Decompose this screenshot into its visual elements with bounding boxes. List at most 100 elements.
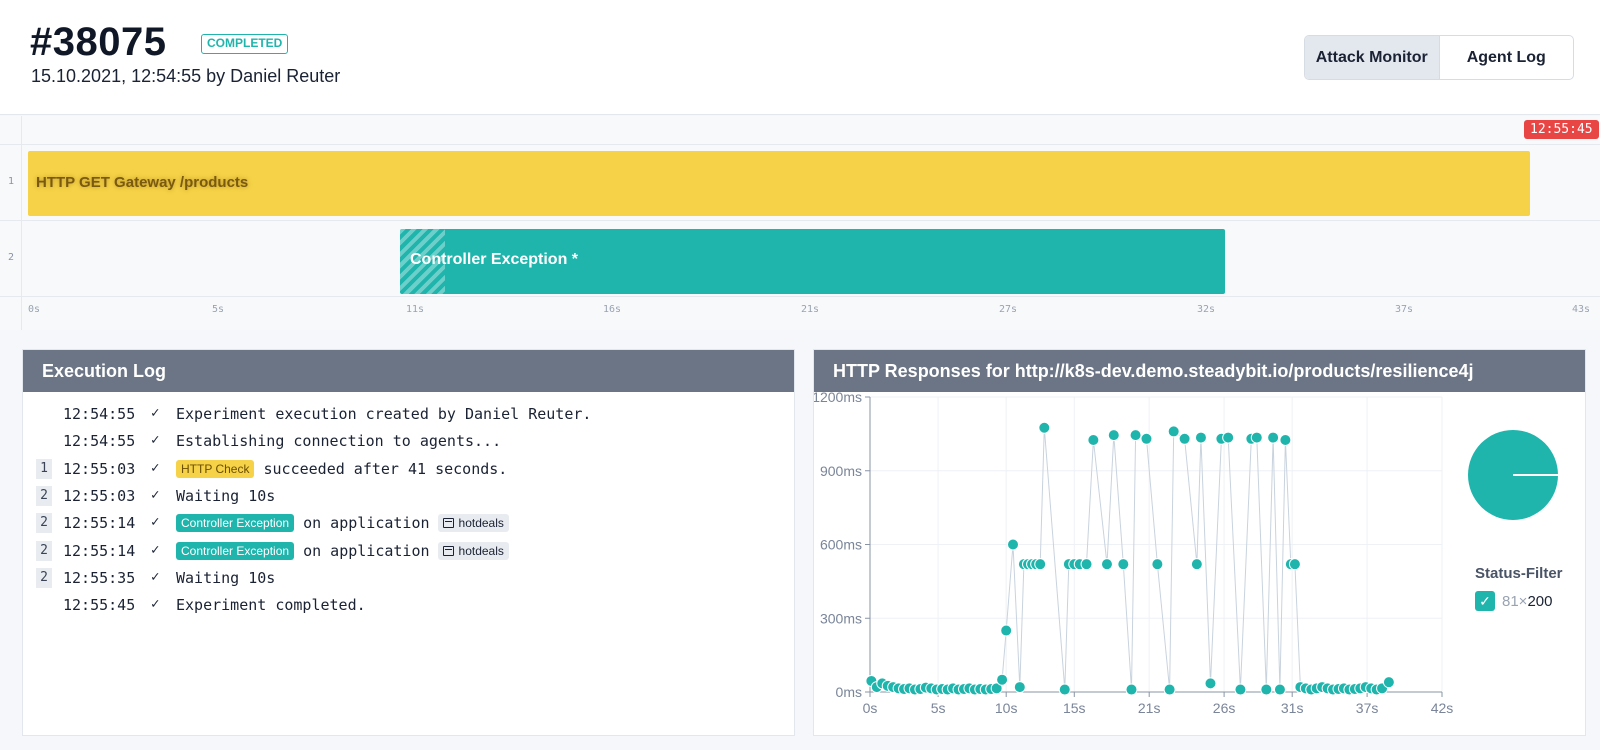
response-point xyxy=(1178,432,1191,445)
response-point xyxy=(1190,558,1203,571)
attack-bar-http-check[interactable]: HTTP GET Gateway /products xyxy=(28,151,1530,216)
response-series-line xyxy=(871,427,1390,691)
ramp-up-hatch xyxy=(400,229,445,294)
status-code: 200 xyxy=(1527,592,1553,610)
experiment-header: #38075 COMPLETED 15.10.2021, 12:54:55 by… xyxy=(0,0,1600,115)
response-point xyxy=(1163,683,1176,696)
response-point xyxy=(1260,683,1273,696)
timeline-tick: 16s xyxy=(603,304,622,315)
response-point xyxy=(1125,683,1138,696)
response-point xyxy=(1250,431,1263,444)
response-point xyxy=(1038,421,1051,434)
log-time: 12:55:14 xyxy=(63,541,136,560)
end-time-marker: 12:55:45 xyxy=(1524,120,1599,139)
response-time-chart: 0ms 300ms 600ms 900ms 1200ms 0s 5s 10s 15s 21s 26s… xyxy=(814,392,1454,716)
http-responses-panel: HTTP Responses for http://k8s-dev.demo.s… xyxy=(813,349,1586,736)
log-time: 12:55:45 xyxy=(63,596,136,615)
timeline-tick: 5s xyxy=(212,304,225,315)
check-icon: ✓ xyxy=(151,432,160,449)
timeline-tick: 37s xyxy=(1395,304,1414,315)
log-entry: 2 12:55:03 ✓ Waiting 10s xyxy=(23,484,794,508)
log-step-number: 1 xyxy=(36,458,52,479)
response-point xyxy=(1100,558,1113,571)
x-tick-label: 37s xyxy=(1356,700,1379,716)
attack-chip[interactable]: Controller Exception xyxy=(176,514,295,533)
log-message: Experiment completed. xyxy=(176,596,366,615)
response-point xyxy=(1140,432,1153,445)
log-entry: 2 12:55:14 ✓ Controller Exception on applic… xyxy=(23,511,794,535)
timeline-tick: 0s xyxy=(28,304,41,315)
x-tick-label: 26s xyxy=(1213,700,1236,716)
panel-title: Execution Log xyxy=(23,350,794,392)
response-point xyxy=(1273,683,1286,696)
attack-chip[interactable]: Controller Exception xyxy=(176,541,295,560)
status-count: 81× xyxy=(1502,592,1528,610)
timeline-tick: 43s xyxy=(1572,304,1591,315)
timeline-tick: 11s xyxy=(406,304,425,315)
log-entry: 12:54:55 ✓ Establishing connection to agen… xyxy=(23,429,794,453)
y-tick-label: 900ms xyxy=(820,463,862,479)
response-point xyxy=(1007,538,1019,551)
check-icon: ✓ xyxy=(151,596,160,613)
view-toggle: Attack Monitor Agent Log xyxy=(1304,35,1574,80)
log-message: Waiting 10s xyxy=(176,568,276,587)
execution-log-panel: Execution Log 12:54:55 ✓ Experiment execut… xyxy=(22,349,795,736)
log-time: 12:54:55 xyxy=(63,432,136,451)
x-tick-label: 31s xyxy=(1281,700,1304,716)
y-tick-label: 600ms xyxy=(820,537,862,553)
y-tick-label: 1200ms xyxy=(814,392,862,405)
response-point xyxy=(1058,683,1071,696)
status-filter-item[interactable]: ✓ 81× 200 xyxy=(1475,590,1552,612)
status-badge: COMPLETED xyxy=(201,34,289,54)
log-time: 12:55:03 xyxy=(63,486,136,505)
attack-bar-label: Controller Exception * xyxy=(410,251,579,268)
attack-bar-controller-exception[interactable]: Controller Exception * xyxy=(400,229,1225,294)
response-point xyxy=(1279,434,1292,447)
x-tick-label: 5s xyxy=(931,700,946,716)
timeline-divider xyxy=(0,220,1600,221)
run-subtitle: 15.10.2021, 12:54:55 by Daniel Reuter xyxy=(31,66,341,86)
response-point xyxy=(1013,681,1026,694)
response-point xyxy=(1034,558,1047,571)
timeline-row-number: 2 xyxy=(8,252,15,263)
log-step-number: 2 xyxy=(36,513,52,534)
log-entry: 1 12:55:03 ✓ HTTP Check succeeded after 41 … xyxy=(23,457,794,481)
log-message: Controller Exception on application hotde… xyxy=(176,541,509,560)
response-point xyxy=(1382,676,1395,689)
check-icon: ✓ xyxy=(151,514,160,531)
log-message: Controller Exception on application hotde… xyxy=(176,514,509,533)
log-time: 12:54:55 xyxy=(63,405,136,423)
x-tick-label: 42s xyxy=(1431,700,1454,716)
status-filter-title: Status-Filter xyxy=(1475,565,1563,582)
check-icon: ✓ xyxy=(151,541,160,558)
response-point xyxy=(1129,429,1142,442)
tab-attack-monitor[interactable]: Attack Monitor xyxy=(1305,36,1439,79)
response-point xyxy=(1117,558,1130,571)
status-filter-checkbox[interactable]: ✓ xyxy=(1475,591,1495,611)
attack-timeline: 1 2 12:55:45 HTTP GET Gateway /products … xyxy=(0,116,1600,330)
response-point xyxy=(1000,624,1013,637)
check-icon: ✓ xyxy=(151,459,160,476)
run-id: #38075 xyxy=(30,20,167,64)
response-point xyxy=(1204,677,1217,690)
application-tag[interactable]: hotdeals xyxy=(437,541,509,560)
tab-agent-log[interactable]: Agent Log xyxy=(1438,36,1574,79)
log-entry: 2 12:55:14 ✓ Controller Exception on applic… xyxy=(23,539,794,563)
response-point xyxy=(1080,558,1093,571)
pie-slice-divider xyxy=(1513,474,1558,476)
response-point xyxy=(1167,425,1180,438)
application-icon xyxy=(442,518,454,529)
log-message: HTTP Check succeeded after 41 seconds. xyxy=(176,459,507,478)
attack-chip[interactable]: HTTP Check xyxy=(176,459,255,478)
x-tick-label: 21s xyxy=(1138,700,1161,716)
attack-bar-label: HTTP GET Gateway /products xyxy=(36,174,249,191)
log-time: 12:55:35 xyxy=(63,568,136,587)
x-tick-label: 15s xyxy=(1063,700,1086,716)
response-point xyxy=(1267,431,1280,444)
timeline-tick: 27s xyxy=(999,304,1018,315)
response-point xyxy=(1194,431,1207,444)
log-step-number: 2 xyxy=(36,540,52,561)
log-time: 12:55:14 xyxy=(63,514,136,533)
application-tag[interactable]: hotdeals xyxy=(437,514,509,533)
x-tick-label: 0s xyxy=(863,700,878,716)
